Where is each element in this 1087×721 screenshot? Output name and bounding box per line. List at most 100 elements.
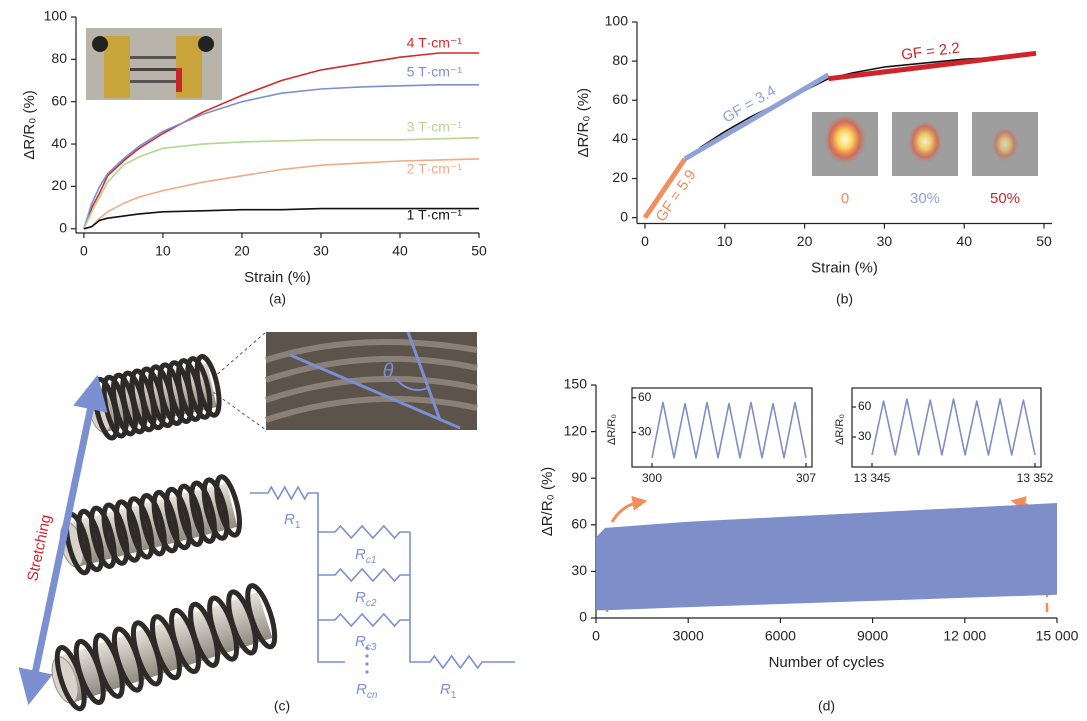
stretch-arrow: [18, 374, 108, 706]
data-line: [871, 398, 1036, 456]
coil: [139, 493, 167, 557]
data-line: [83, 84, 479, 230]
y-axis-label: ΔR/R₀ (%): [575, 88, 592, 158]
series-label: 3 T·cm⁻¹: [407, 119, 463, 135]
circuit: [250, 485, 515, 670]
data-line: [83, 158, 480, 230]
arrow-label: Stretching: [24, 513, 55, 583]
zoom-inset: [212, 331, 478, 431]
y-tick-label: 80: [612, 52, 628, 68]
coil: [164, 486, 192, 551]
led-label: 30%: [910, 190, 940, 207]
y-tick-label: 100: [44, 8, 68, 24]
coil: [176, 483, 205, 548]
y-tick-label: 90: [571, 469, 587, 485]
data-line: [828, 50, 1037, 82]
ellipsis-dot: [365, 654, 369, 658]
resistor-subscript: 1: [451, 690, 457, 701]
y-tick-label: 80: [51, 50, 67, 66]
wire: [250, 485, 345, 663]
wire: [409, 532, 515, 670]
resistor-symbol: R: [355, 546, 366, 563]
y-tick-label: 40: [612, 130, 628, 146]
photo-inset: [86, 28, 222, 100]
y-tick-label: 20: [51, 177, 67, 193]
y-tick-label: 60: [612, 91, 628, 107]
ellipsis-dot: [365, 646, 369, 650]
data-line: [683, 72, 830, 162]
series-label: 1 T·cm⁻¹: [407, 207, 463, 223]
branch: [318, 524, 410, 540]
coil: [201, 477, 230, 541]
x-tick-label: 300: [642, 471, 662, 485]
y-axis-label: ΔR/R₀: [606, 414, 618, 445]
resistor-symbol: R: [355, 633, 366, 650]
spring: [88, 354, 222, 441]
spring: [59, 474, 242, 576]
cycle-band: [596, 503, 1057, 611]
x-tick-label: 20: [234, 243, 250, 259]
branch: [318, 612, 410, 628]
data-line: [83, 52, 479, 230]
series-label: 5 T·cm⁻¹: [407, 64, 463, 80]
y-tick-label: 40: [51, 135, 67, 151]
y-tick-label: 0: [620, 208, 628, 224]
x-tick-label: 13 345: [854, 471, 891, 485]
x-axis-label: Strain (%): [244, 269, 311, 286]
resistor-symbol: R: [440, 681, 451, 698]
coil: [151, 489, 180, 554]
y-axis-label: ΔR/R₀ (%): [539, 467, 556, 537]
resistor-label: R1: [440, 681, 457, 701]
x-tick-label: 50: [1036, 233, 1052, 249]
panel-label: (d): [818, 698, 835, 714]
y-axis-label: ΔR/R₀: [834, 414, 846, 445]
spring: [51, 583, 278, 712]
x-axis-label: Strain (%): [811, 259, 878, 276]
x-tick-label: 13 352: [1017, 471, 1054, 485]
coil: [126, 496, 155, 560]
inset-frame: [851, 387, 1042, 468]
ellipsis-dot: [365, 662, 369, 666]
resistor-subscript: c2: [366, 598, 377, 609]
y-tick-label: 20: [612, 169, 628, 185]
y-tick-label: 60: [638, 390, 652, 404]
x-tick-label: 10: [717, 233, 733, 249]
x-tick-label: 40: [956, 233, 972, 249]
coil: [194, 354, 222, 418]
x-tick-label: 50: [471, 243, 487, 259]
resistor-label: Rcn: [356, 681, 378, 701]
y-tick-label: 120: [564, 422, 588, 438]
resistor-symbol: R: [355, 589, 366, 606]
y-tick-label: 60: [51, 92, 67, 108]
x-tick-label: 30: [313, 243, 329, 259]
data-line: [83, 136, 480, 230]
resistor-symbol: R: [356, 681, 367, 698]
series-label: 4 T·cm⁻¹: [407, 35, 463, 51]
y-tick-label: 100: [605, 13, 629, 29]
led-label: 0: [841, 190, 849, 207]
x-tick-label: 307: [796, 471, 816, 485]
branch: [318, 567, 410, 583]
data-line: [651, 401, 807, 459]
x-tick-label: 40: [392, 243, 408, 259]
x-tick-label: 0: [641, 233, 649, 249]
y-axis-label: ΔR/R₀ (%): [21, 90, 38, 160]
resistor-label: Rc1: [355, 546, 376, 566]
y-tick-label: 150: [564, 376, 588, 392]
coil: [114, 499, 142, 563]
data-line: [83, 207, 479, 230]
coil: [185, 356, 213, 420]
x-tick-label: 15 000: [1036, 628, 1079, 644]
y-tick-label: 0: [579, 609, 587, 625]
ellipsis-dot: [365, 670, 369, 674]
panel-label: (b): [836, 291, 853, 307]
resistor-subscript: c3: [366, 642, 377, 653]
led-photos: [812, 112, 1038, 176]
y-tick-label: 60: [858, 399, 872, 413]
x-tick-label: 0: [592, 628, 600, 644]
y-tick-label: 30: [638, 425, 652, 439]
resistor-subscript: c1: [366, 555, 377, 566]
x-tick-label: 10: [155, 243, 171, 259]
x-axis-label: Number of cycles: [769, 654, 885, 671]
